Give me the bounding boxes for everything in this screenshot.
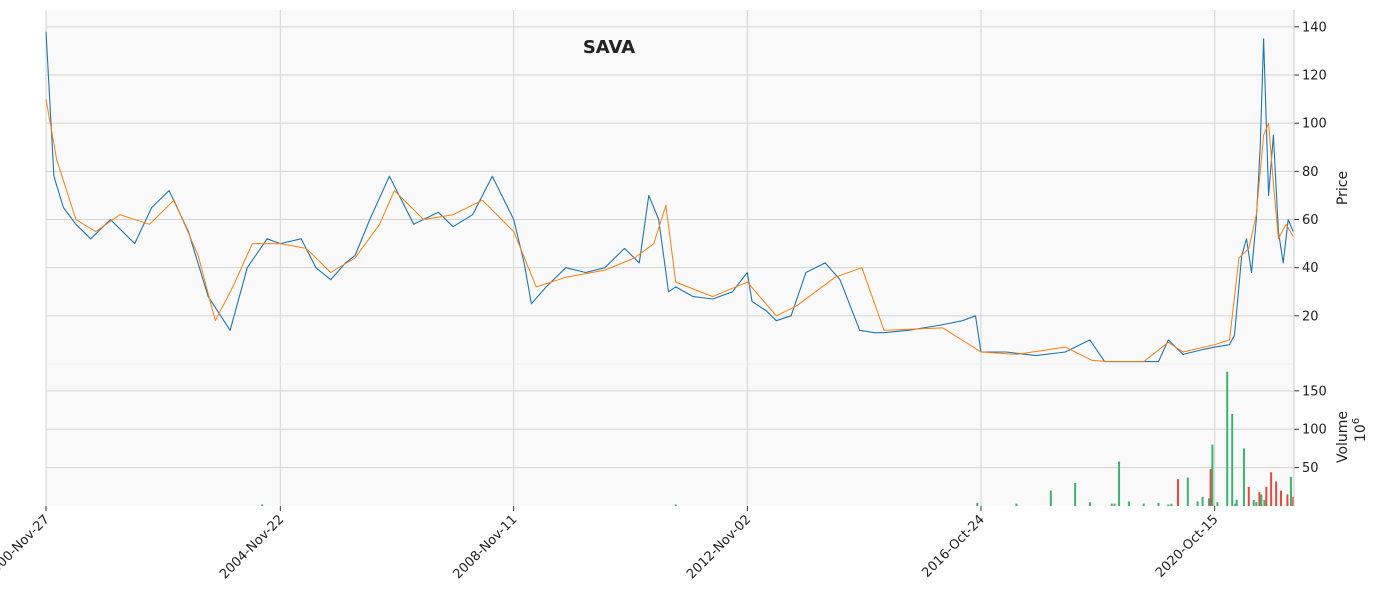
price-tick-label: 20 (1302, 309, 1319, 324)
price-axis-label: Price (1335, 171, 1351, 205)
volume-bar (1142, 503, 1145, 506)
volume-bar (1208, 498, 1211, 506)
volume-bar (1263, 499, 1266, 506)
price-lines (45, 31, 1294, 363)
volume-bar (1209, 469, 1212, 506)
volume-bar (1074, 482, 1077, 506)
volume-bar (1265, 486, 1268, 506)
x-tick-label: 2012-Nov-02 (684, 512, 754, 582)
volume-bar (1211, 444, 1214, 506)
volume-bar (1157, 502, 1160, 506)
volume-bar (1231, 413, 1234, 506)
volume-bar (1196, 501, 1199, 506)
volume-bar (1216, 502, 1219, 506)
x-tick-label: 2016-Oct-24 (919, 512, 987, 580)
volume-bar (1258, 492, 1261, 506)
price-tick-label: 80 (1302, 165, 1319, 180)
volume-bar (1167, 504, 1170, 506)
price-plot-area (46, 10, 1294, 364)
volume-bar (1176, 479, 1179, 506)
volume-bar (1110, 503, 1113, 506)
volume-bar (1226, 371, 1229, 506)
volume-bar (1255, 502, 1258, 506)
x-tick-label: 2000-Nov-27 (0, 512, 53, 582)
volume-bar (1118, 461, 1121, 506)
volume-plot-area (46, 364, 1294, 506)
volume-tick-label: 150 (1302, 384, 1327, 399)
volume-bar (1260, 494, 1263, 506)
volume-bar (1242, 448, 1245, 506)
x-tick-label: 2008-Nov-11 (450, 512, 520, 582)
volume-bar (1279, 490, 1282, 506)
volume-bar (1235, 499, 1238, 506)
volume-unit-label: 106 (1351, 418, 1369, 442)
volume-bar (1201, 496, 1204, 506)
volume-bars (261, 371, 1295, 506)
volume-tick-label: 50 (1302, 461, 1319, 476)
x-tick-label: 2020-Oct-15 (1153, 512, 1221, 580)
volume-axis-label: Volume (1335, 411, 1351, 463)
volume-bar (1289, 476, 1292, 506)
volume-bar (261, 504, 264, 506)
volume-tick-label: 100 (1302, 423, 1327, 438)
volume-bar (1170, 503, 1173, 506)
volume-unit-base: 10 (1353, 424, 1369, 442)
volume-bar (1275, 481, 1278, 506)
volume-bar (1252, 499, 1255, 506)
price-tick-label: 40 (1302, 261, 1319, 276)
volume-bar (1127, 501, 1130, 506)
price-tick-label: 120 (1302, 69, 1327, 84)
volume-bar (1234, 503, 1237, 506)
x-tick-label: 2004-Nov-22 (217, 512, 287, 582)
volume-bar (1270, 472, 1273, 506)
volume-unit-exponent: 6 (1351, 418, 1362, 424)
price-tick-label: 60 (1302, 213, 1319, 228)
volume-bar (1113, 503, 1116, 506)
volume-bar (1286, 494, 1289, 506)
volume-bar (1088, 502, 1091, 506)
volume-bar (674, 504, 677, 506)
volume-bar (1015, 503, 1018, 506)
price-tick-label: 140 (1302, 20, 1327, 35)
grid-lines (45, 10, 1294, 506)
volume-bar (1186, 477, 1189, 506)
price-tick-label: 100 (1302, 117, 1327, 132)
chart-title: SAVA (583, 37, 635, 58)
volume-bar (1292, 496, 1295, 506)
moving-average-line (45, 99, 1294, 363)
volume-bar (1049, 490, 1052, 506)
volume-bar (976, 502, 979, 506)
volume-bar (1247, 486, 1250, 506)
